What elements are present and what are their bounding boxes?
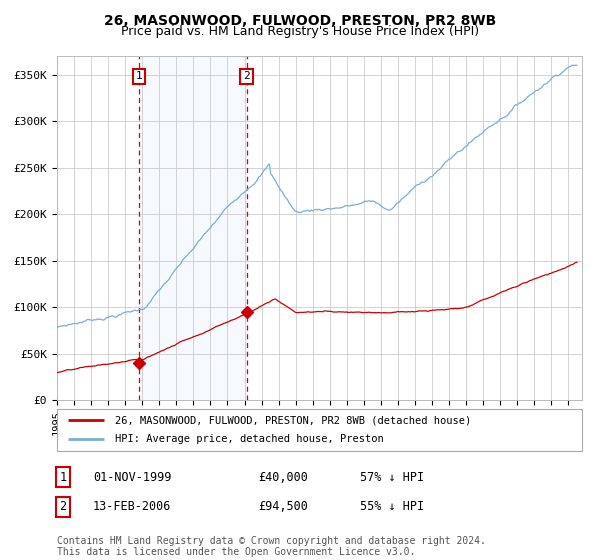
Bar [139, 56, 247, 400]
Text: 01-NOV-1999: 01-NOV-1999 [93, 470, 172, 484]
Text: HPI: Average price, detached house, Preston: HPI: Average price, detached house, Pres… [115, 435, 383, 445]
Text: 2: 2 [59, 500, 67, 514]
Text: 1: 1 [59, 470, 67, 484]
Text: 55% ↓ HPI: 55% ↓ HPI [360, 500, 424, 514]
Text: 26, MASONWOOD, FULWOOD, PRESTON, PR2 8WB: 26, MASONWOOD, FULWOOD, PRESTON, PR2 8WB [104, 14, 496, 28]
FancyBboxPatch shape [57, 409, 582, 451]
Text: 13-FEB-2006: 13-FEB-2006 [93, 500, 172, 514]
Text: 1: 1 [136, 72, 143, 82]
Text: 57% ↓ HPI: 57% ↓ HPI [360, 470, 424, 484]
Text: Price paid vs. HM Land Registry's House Price Index (HPI): Price paid vs. HM Land Registry's House … [121, 25, 479, 38]
Text: 26, MASONWOOD, FULWOOD, PRESTON, PR2 8WB (detached house): 26, MASONWOOD, FULWOOD, PRESTON, PR2 8WB… [115, 415, 471, 425]
Text: Contains HM Land Registry data © Crown copyright and database right 2024.
This d: Contains HM Land Registry data © Crown c… [57, 535, 486, 557]
Text: £40,000: £40,000 [258, 470, 308, 484]
Text: £94,500: £94,500 [258, 500, 308, 514]
Text: 2: 2 [243, 72, 250, 82]
